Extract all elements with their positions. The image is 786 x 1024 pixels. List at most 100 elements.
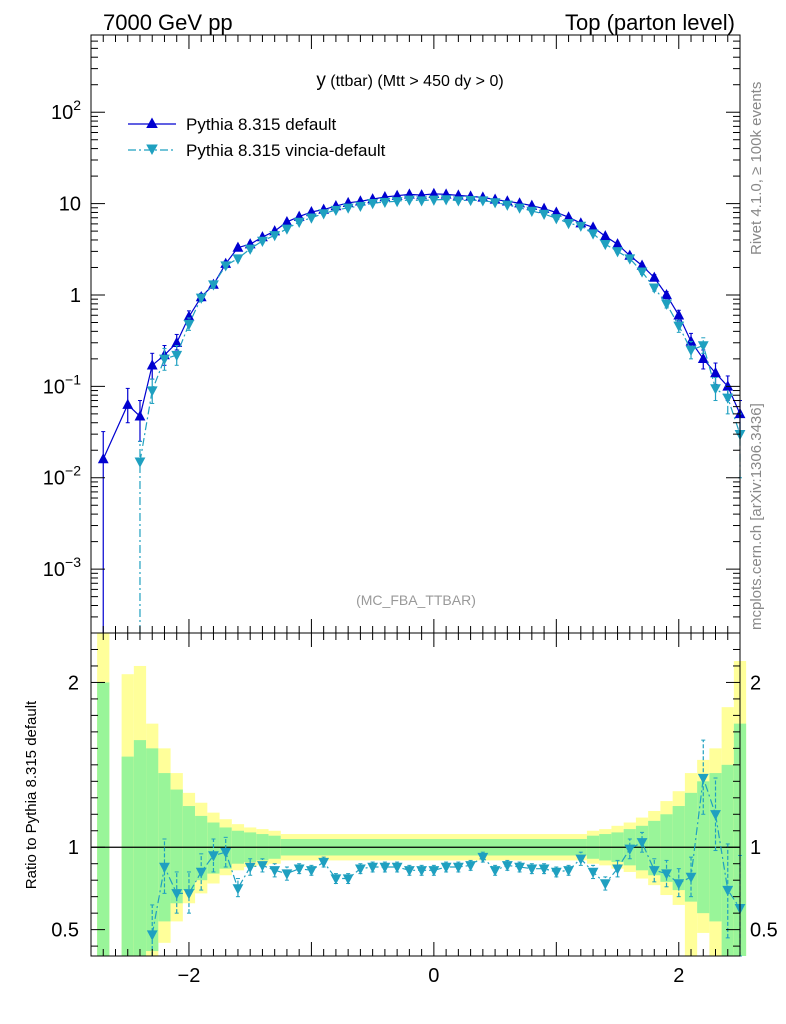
ratio-data-point: [403, 866, 415, 877]
ratio-data-point: [318, 857, 330, 869]
data-point-vincia: [232, 254, 244, 265]
ratio-data-point: [416, 866, 428, 877]
data-point-default: [183, 310, 195, 321]
legend-label-default: Pythia 8.315 default: [186, 115, 337, 134]
ratio-data-point: [452, 862, 464, 874]
data-point-vincia: [477, 196, 489, 207]
legend-label-vincia: Pythia 8.315 vincia-default: [186, 141, 386, 160]
data-point-vincia: [269, 231, 281, 242]
data-point-default: [232, 241, 244, 252]
data-point-default: [648, 271, 660, 282]
ratio-data-point: [648, 866, 660, 877]
data-point-default: [563, 211, 574, 222]
ratio-data-point: [183, 889, 195, 900]
ratio-data-point: [428, 866, 440, 877]
data-point-default: [599, 230, 611, 241]
ratio-y-tick-label: 0.5: [51, 920, 79, 942]
ratio-y-tick-label-right: 0.5: [750, 920, 778, 942]
legend-marker-triangle-up-icon: [146, 117, 158, 128]
ratio-data-point: [281, 869, 293, 880]
data-point-default: [134, 410, 146, 421]
ratio-data-point: [612, 864, 623, 875]
data-point-vincia: [195, 293, 207, 304]
band-inner: [195, 815, 208, 881]
main-plot-area: [97, 187, 746, 634]
ratio-y-label: Ratio to Pythia 8.315 default: [23, 700, 40, 889]
ratio-data-point: [244, 862, 256, 874]
ratio-data-point: [477, 852, 489, 864]
ratio-data-point: [563, 866, 574, 877]
plot-title-var: y: [316, 70, 326, 91]
data-point-vincia: [575, 221, 587, 232]
series-line-vincia: [139, 198, 741, 462]
ratio-data-point: [330, 874, 342, 885]
data-point-default: [146, 359, 158, 370]
data-point-vincia: [146, 386, 158, 397]
data-point-vincia: [257, 236, 268, 247]
ratio-data-point: [232, 884, 244, 895]
data-point-default: [673, 309, 685, 320]
ratio-data-point: [685, 872, 697, 883]
watermark: (MC_FBA_TTBAR): [356, 592, 476, 608]
legend-item-default: Pythia 8.315 default: [128, 115, 337, 134]
plot-title: y (ttbar) (Mtt > 450 dy > 0): [316, 70, 503, 91]
data-point-default: [281, 215, 293, 227]
ratio-data-point: [208, 851, 219, 862]
ratio-data-point: [673, 879, 685, 890]
ratio-data-point: [146, 930, 158, 941]
data-point-vincia: [685, 345, 697, 357]
data-point-vincia: [293, 217, 305, 228]
data-point-vincia: [722, 393, 734, 404]
y-tick-label: 10−2: [43, 463, 81, 490]
ratio-data-point: [538, 864, 550, 875]
data-point-vincia: [354, 201, 366, 213]
data-point-vincia: [159, 354, 170, 365]
data-point-vincia: [330, 205, 342, 217]
ratio-data-point: [587, 867, 599, 878]
band-inner: [121, 756, 134, 956]
y-tick-label: 10−1: [43, 371, 81, 398]
data-point-vincia: [208, 280, 219, 291]
data-point-vincia: [648, 283, 660, 294]
series-line-default: [102, 193, 741, 460]
ratio-data-point: [599, 879, 611, 890]
ratio-data-point: [501, 861, 513, 872]
band-inner: [648, 820, 661, 876]
band-inner: [182, 806, 196, 891]
ratio-data-point: [257, 861, 268, 872]
data-point-vincia: [697, 341, 709, 352]
ratio-data-point: [575, 854, 587, 865]
ratio-data-point: [624, 844, 636, 855]
band-inner: [721, 764, 734, 956]
data-point-vincia: [342, 203, 354, 214]
y-tick-label: 10: [59, 194, 81, 216]
legend: Pythia 8.315 default Pythia 8.315 vincia…: [128, 115, 386, 160]
data-point-vincia: [428, 195, 440, 206]
ratio-data-point: [661, 869, 672, 880]
data-point-default: [636, 259, 648, 270]
data-point-vincia: [514, 203, 525, 214]
legend-item-vincia: Pythia 8.315 vincia-default: [128, 141, 386, 160]
data-point-vincia: [526, 206, 538, 218]
x-tick-label: −2: [178, 965, 201, 987]
data-point-vincia: [465, 195, 477, 207]
ratio-panel: 0.5 0.5 1 1 2 2 −2 0 2 Ratio to Pythia 8.315 def…: [23, 632, 778, 987]
ratio-data-point: [550, 867, 562, 878]
plot-title-rest: (ttbar) (Mtt > 450 dy > 0): [326, 73, 504, 90]
rivet-label: Rivet 4.1.0, ≥ 100k events: [748, 82, 765, 255]
y-tick-label: 102: [51, 97, 81, 124]
ratio-data-point: [220, 847, 232, 859]
data-point-vincia: [171, 350, 183, 362]
ratio-y-tick-label: 2: [68, 672, 79, 694]
ratio-data-point: [306, 866, 317, 877]
ratio-axes: 0.5 0.5 1 1 2 2 −2 0 2: [51, 633, 778, 987]
data-point-vincia: [281, 224, 293, 235]
ratio-y-tick-label-right: 1: [750, 837, 761, 859]
data-point-vincia: [391, 197, 403, 208]
ratio-data-point: [636, 838, 648, 849]
ratio-data-point: [171, 889, 183, 900]
y-tick-label: 1: [70, 285, 81, 307]
ratio-data-point: [342, 874, 354, 885]
data-point-vincia: [587, 229, 599, 240]
